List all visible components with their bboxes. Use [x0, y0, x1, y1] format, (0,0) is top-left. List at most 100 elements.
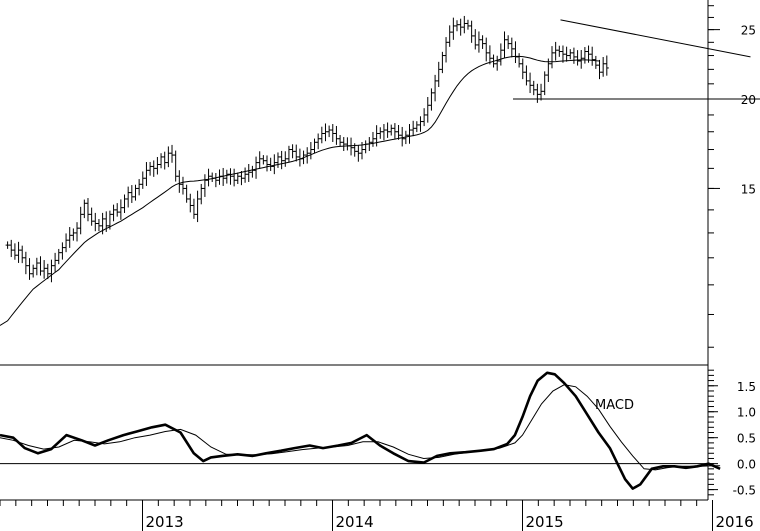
price-bar [524, 65, 529, 86]
price-bar [184, 184, 189, 203]
x-tick-label: 2013 [146, 513, 184, 531]
price-bar [290, 144, 295, 159]
price-bar [5, 241, 10, 249]
macd-annotation: MACD [595, 398, 634, 413]
x-axis: 2013 2014 2015 2016 [0, 499, 754, 531]
price-bar [129, 185, 134, 203]
price-bar [451, 17, 456, 40]
price-bar [297, 148, 302, 167]
price-bar [349, 137, 354, 156]
price-bar [473, 29, 478, 50]
price-bar [254, 156, 259, 179]
price-bar [604, 55, 609, 76]
price-bar [327, 125, 332, 138]
price-bar [513, 41, 518, 64]
price-bar [425, 96, 430, 123]
price-bar [133, 184, 138, 201]
macd-panel: -0.5 0.0 0.5 1.0 1.5 MACD [0, 365, 756, 500]
price-trendline [560, 19, 751, 58]
price-bar [224, 169, 229, 184]
price-bar [246, 163, 251, 182]
price-bar [173, 150, 178, 182]
price-bar [239, 170, 244, 186]
price-bar [542, 71, 547, 96]
price-bar [243, 167, 248, 183]
price-bar [188, 193, 193, 213]
price-bar [571, 47, 576, 64]
price-bar [111, 204, 116, 222]
price-bar [265, 155, 270, 172]
x-tick-label: 2014 [336, 513, 374, 531]
price-bar [341, 137, 346, 151]
price-bar [115, 203, 120, 217]
macd-tick-label: 0.5 [737, 432, 756, 446]
price-bar [407, 124, 412, 144]
price-bar [579, 49, 584, 69]
price-bar [122, 194, 127, 213]
price-bar [75, 222, 80, 242]
price-tick-label: 20 [741, 93, 756, 107]
price-bar [151, 160, 156, 177]
price-bar [64, 233, 69, 253]
price-bar [593, 55, 598, 69]
price-bar [191, 198, 196, 219]
macd-tick-label: 1.5 [737, 380, 756, 394]
price-bar [531, 80, 536, 96]
price-bar [180, 176, 185, 195]
price-bar [411, 120, 416, 137]
price-bar [582, 47, 587, 64]
price-bar [126, 186, 131, 208]
price-bar [60, 242, 65, 260]
price-bar [590, 46, 595, 66]
price-bar [440, 51, 445, 74]
price-bar [89, 207, 94, 226]
price-bar [23, 251, 28, 275]
price-bar [155, 156, 160, 175]
price-bar [148, 161, 153, 176]
price-bar [517, 53, 522, 68]
price-bar [16, 241, 21, 263]
price-bar [462, 15, 467, 34]
price-bar [9, 239, 14, 258]
price-bar [38, 256, 43, 276]
price-bar [601, 57, 606, 77]
macd-axis-ticks: -0.5 0.0 0.5 1.0 1.5 [708, 369, 756, 498]
price-bar [166, 146, 171, 168]
price-bar [323, 123, 328, 142]
price-bar [520, 58, 525, 80]
price-bar [396, 124, 401, 140]
x-axis-ticks: 2013 2014 2015 2016 [0, 500, 754, 531]
price-bar [458, 18, 463, 36]
price-bar [31, 264, 36, 278]
price-bar [480, 35, 485, 49]
price-bar [469, 20, 474, 43]
macd-signal-line [0, 384, 721, 471]
price-bar [495, 55, 500, 71]
price-bar [195, 190, 200, 223]
price-bar [228, 168, 233, 185]
price-bar [378, 127, 383, 139]
price-bar [345, 137, 350, 151]
price-bar [275, 152, 280, 168]
price-bar [202, 174, 207, 197]
price-bar [455, 20, 460, 32]
price-bar [498, 43, 503, 66]
price-bar [34, 257, 39, 276]
price-bar [429, 88, 434, 111]
price-bar [250, 165, 255, 178]
price-bar [67, 227, 72, 248]
price-bar [308, 141, 313, 160]
price-bar [356, 145, 361, 162]
price-bar [268, 157, 273, 171]
price-bar [140, 171, 145, 189]
price-bar [418, 116, 423, 132]
price-bar [506, 35, 511, 49]
price-bar [78, 206, 83, 235]
price-bar [476, 31, 481, 53]
price-bar [162, 151, 167, 170]
price-bar [363, 140, 368, 154]
price-moving-average-line [0, 55, 600, 326]
price-bar [199, 183, 204, 205]
price-bar [235, 172, 240, 185]
